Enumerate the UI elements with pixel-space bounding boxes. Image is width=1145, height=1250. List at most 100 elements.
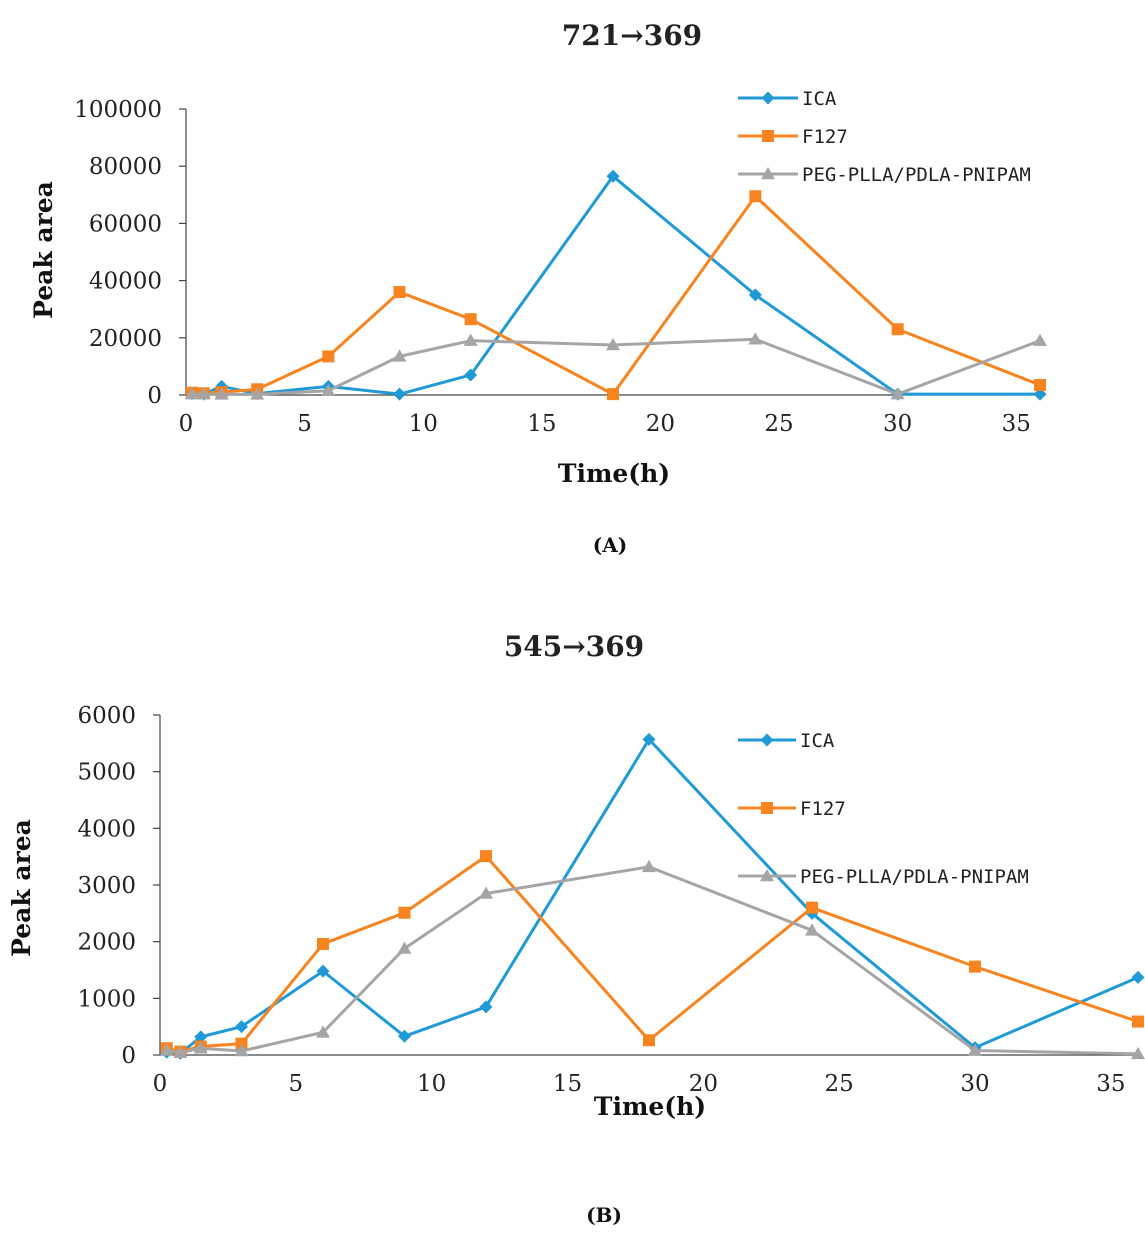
data-point (606, 169, 620, 183)
legend-marker (761, 91, 775, 105)
x-axis-label: Time(h) (558, 459, 670, 488)
series-f127 (185, 190, 1046, 401)
y-tick-label: 6000 (77, 703, 136, 729)
data-point (1131, 1046, 1145, 1060)
series-line (166, 737, 1139, 1055)
y-axis-label: Peak area (29, 181, 58, 319)
data-point (805, 923, 819, 936)
data-point (1034, 378, 1046, 391)
legend-label: ICA (800, 730, 835, 752)
data-point (184, 387, 199, 400)
y-axis-label: Peak area (7, 819, 36, 957)
series-line (191, 194, 1041, 396)
data-point (642, 859, 656, 873)
data-point (194, 1030, 208, 1044)
legend-label: F127 (800, 798, 846, 820)
chart-panel-1: 721→369 0 20000 40000 60000 80000 100000 0 5 10 15… (29, 19, 1047, 557)
legend-marker (762, 130, 774, 142)
legend-entry: F127 (738, 798, 846, 820)
series-ica (160, 732, 1145, 1060)
data-point (316, 964, 330, 978)
data-point (479, 886, 493, 899)
data-point (749, 190, 762, 203)
data-point (748, 332, 763, 345)
legend-entry: ICA (738, 730, 835, 752)
data-point (397, 941, 412, 954)
data-point (464, 368, 478, 382)
data-point (393, 387, 406, 401)
chart-title: 721→369 (562, 19, 702, 52)
legend-label: PEG-PLLA/PDLA-PNIPAM (800, 866, 1029, 888)
data-point (1033, 333, 1047, 346)
x-tick-label: 0 (179, 411, 194, 437)
data-point (480, 850, 492, 863)
x-tick-label: 15 (553, 1071, 582, 1097)
data-point (321, 383, 336, 396)
data-point (748, 288, 762, 302)
x-tick-label: 25 (764, 411, 793, 437)
legend-label: ICA (802, 88, 837, 110)
y-tick-label: 2000 (77, 930, 136, 956)
data-point (969, 960, 981, 973)
y-tick-label: 0 (121, 1043, 136, 1069)
legend-label: F127 (802, 126, 848, 148)
data-point (642, 732, 656, 746)
y-tick-label: 4000 (77, 816, 136, 842)
data-point (214, 387, 229, 400)
data-point (398, 1029, 411, 1043)
data-point (322, 350, 335, 363)
y-tick-label: 80000 (89, 154, 162, 180)
data-point (479, 1000, 493, 1014)
y-tick-label: 100000 (74, 97, 162, 123)
chart-title: 545→369 (504, 630, 644, 663)
y-tick-label: 40000 (89, 269, 162, 295)
y-tick-label: 60000 (89, 211, 162, 237)
x-tick-label: 35 (1002, 411, 1031, 437)
x-axis-label: Time(h) (594, 1092, 706, 1121)
y-tick-label: 1000 (77, 986, 136, 1012)
x-tick-label: 20 (646, 411, 675, 437)
data-point (235, 1037, 248, 1050)
data-point (173, 1045, 188, 1058)
legend-marker (760, 733, 774, 747)
x-tick-label: 25 (825, 1071, 854, 1097)
data-point (234, 1044, 249, 1057)
x-tick-label: 30 (960, 1071, 989, 1097)
legend-marker (761, 802, 773, 814)
panel-label: (B) (586, 1203, 622, 1227)
data-point (316, 1025, 330, 1038)
data-point (464, 313, 477, 326)
x-tick-label: 30 (883, 411, 912, 437)
panel-label: (A) (593, 533, 627, 557)
data-point (643, 1034, 655, 1047)
data-point (250, 387, 265, 400)
data-point (806, 901, 818, 914)
data-point (392, 349, 407, 362)
x-tick-label: 10 (409, 411, 438, 437)
series-peg-plla-pdla-pnipam (159, 859, 1145, 1060)
x-tick-label: 15 (527, 411, 556, 437)
legend-entry: ICA (738, 88, 837, 110)
data-point (159, 1043, 174, 1056)
data-point (463, 333, 478, 346)
data-point (193, 1041, 208, 1054)
data-point (1131, 970, 1145, 984)
data-point (1132, 1015, 1144, 1028)
x-tick-label: 10 (417, 1071, 446, 1097)
y-tick-label: 5000 (77, 760, 136, 786)
legend-marker (761, 167, 775, 180)
series-ica (185, 169, 1047, 401)
x-tick-label: 20 (689, 1071, 718, 1097)
series-peg-plla-pdla-pnipam (184, 332, 1047, 400)
x-tick-label: 35 (1096, 1071, 1125, 1097)
series-line (166, 865, 1139, 1056)
data-point (890, 387, 905, 400)
x-tick-label: 5 (297, 411, 312, 437)
data-point (398, 906, 411, 919)
data-point (968, 1043, 982, 1056)
y-tick-label: 20000 (89, 326, 162, 352)
data-point (607, 388, 619, 401)
legend-entry: PEG-PLLA/PDLA-PNIPAM (738, 866, 1029, 888)
data-point (891, 323, 904, 336)
